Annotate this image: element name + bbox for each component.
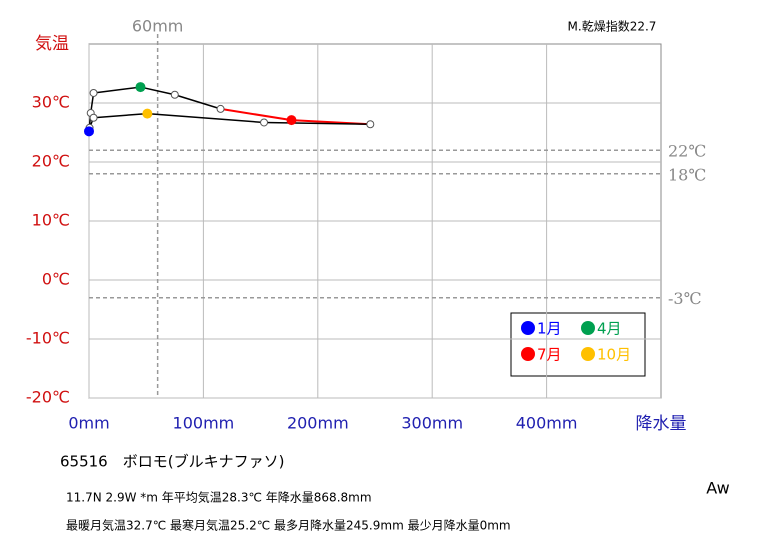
y-tick-label: -10℃ xyxy=(26,329,70,348)
month-point xyxy=(89,88,98,97)
legend-label: 4月 xyxy=(597,320,622,338)
x-tick-label: 300mm xyxy=(401,414,463,433)
y-tick-label: 10℃ xyxy=(32,211,70,230)
line-segment xyxy=(220,107,292,122)
legend-label: 7月 xyxy=(537,346,562,364)
line-segment xyxy=(93,112,148,119)
x-label: 降水量 xyxy=(636,414,687,434)
month-point xyxy=(135,82,146,93)
y-tick-label: 0℃ xyxy=(42,270,70,289)
line-segment xyxy=(140,86,175,96)
month-point xyxy=(89,113,98,122)
x-tick-label: 0mm xyxy=(68,414,109,433)
legend-label: 10月 xyxy=(597,346,631,364)
line-segment xyxy=(264,121,371,125)
x-tick-label: 100mm xyxy=(173,414,235,433)
info-line: 11.7N 2.9W *m 年平均気温28.3℃ 年降水量868.8mm xyxy=(66,490,372,505)
y-tick-label: 30℃ xyxy=(32,93,70,112)
legend-label: 1月 xyxy=(537,320,562,338)
y-tick-label: -20℃ xyxy=(26,388,70,407)
month-point xyxy=(216,104,225,113)
month-point xyxy=(260,118,269,127)
month-point xyxy=(286,115,297,126)
reference-label: 22℃ xyxy=(668,142,706,161)
annotation: M.乾燥指数22.7 xyxy=(568,19,657,34)
station: 65516 ボロモ(ブルキナファソ) xyxy=(60,453,284,471)
line-segment xyxy=(147,112,265,124)
line-segment xyxy=(93,86,141,94)
x-tick-label: 400mm xyxy=(516,414,578,433)
reference-label: -3℃ xyxy=(668,289,701,308)
legend-marker xyxy=(521,321,535,335)
month-point xyxy=(366,120,375,129)
x-tick-label: 200mm xyxy=(287,414,349,433)
legend-marker xyxy=(581,347,595,361)
reference-label: 18℃ xyxy=(668,165,706,184)
y-tick-label: 20℃ xyxy=(32,152,70,171)
month-point xyxy=(170,90,179,99)
legend-marker xyxy=(521,347,535,361)
reference-label: 60mm xyxy=(132,17,184,36)
climate-class: Aw xyxy=(706,479,729,498)
month-point xyxy=(84,126,94,137)
legend-marker xyxy=(581,321,595,335)
info-line: 最暖月気温32.7℃ 最寒月気温25.2℃ 最多月降水量245.9mm 最少月降… xyxy=(66,518,511,533)
y-label: 気温 xyxy=(35,34,69,54)
line-segment xyxy=(174,94,221,110)
month-point xyxy=(142,108,153,119)
